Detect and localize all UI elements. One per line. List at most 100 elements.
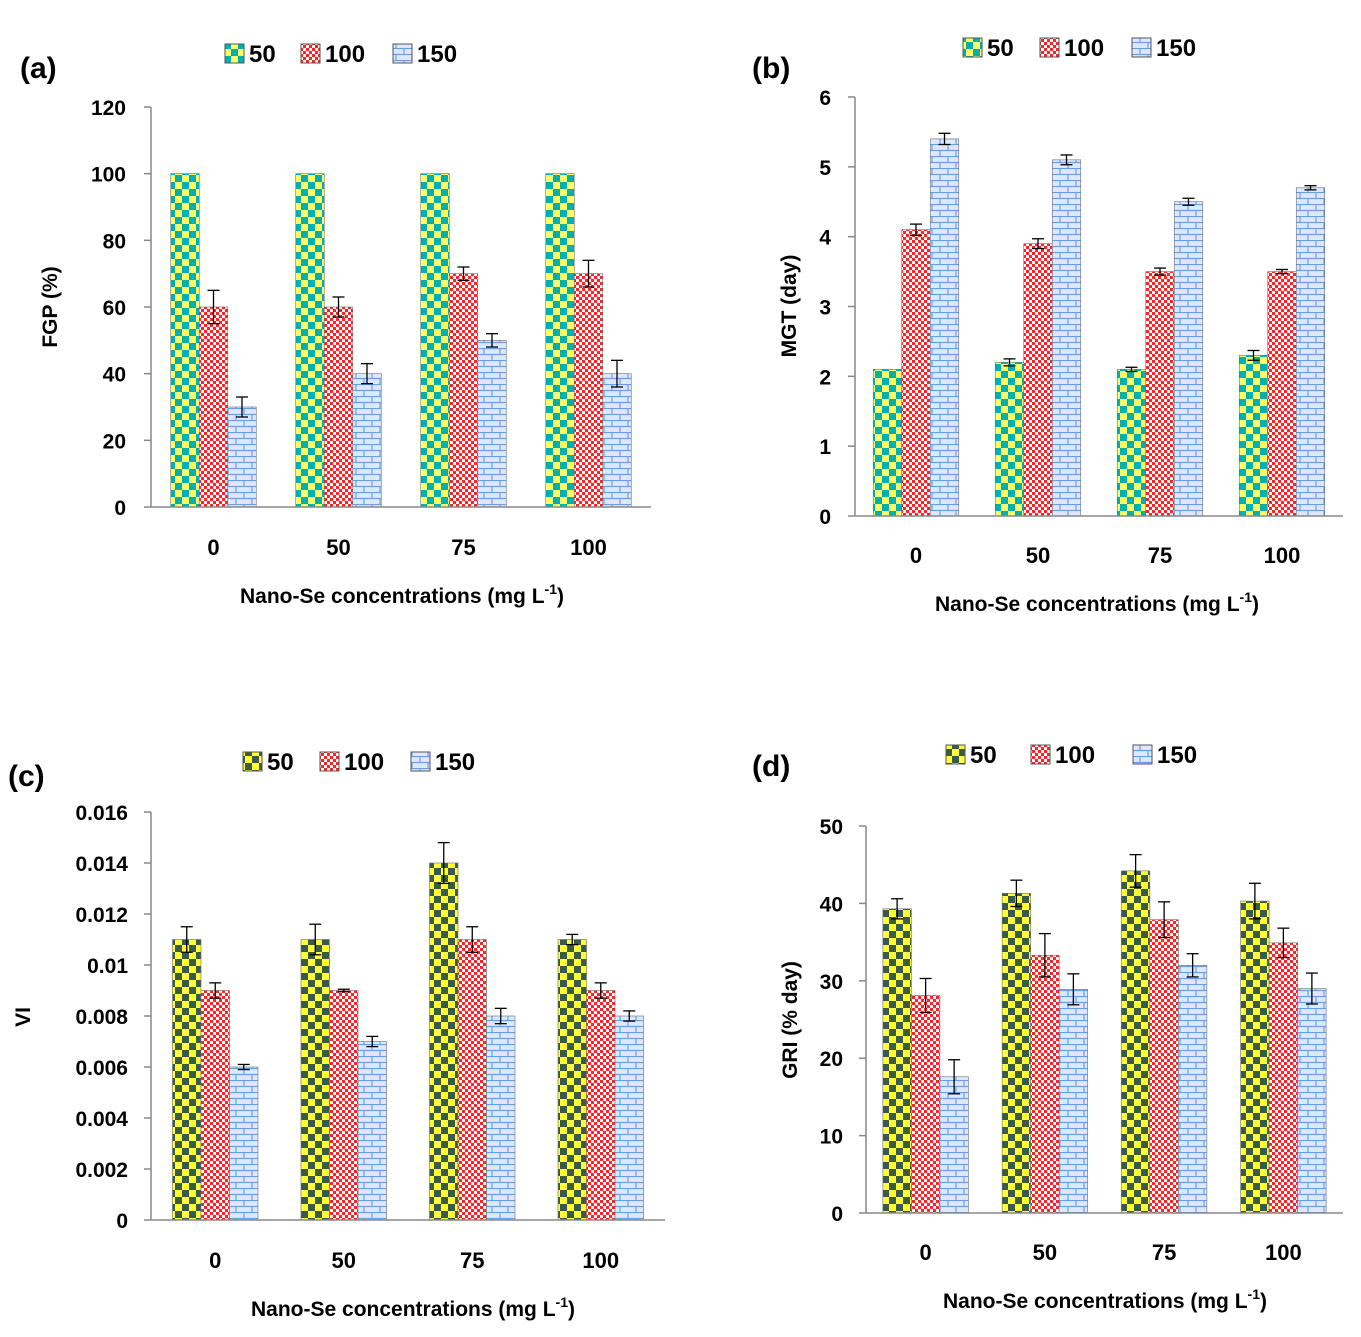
- x-axis-title-sup: -1: [556, 1294, 569, 1310]
- x-axis-title-sup: -1: [1248, 1286, 1261, 1302]
- legend-swatch-150: [1132, 744, 1153, 765]
- legend-label-50: 50: [267, 749, 294, 776]
- y-tick-label: 2: [819, 366, 831, 389]
- x-axis-title-sup: -1: [1240, 589, 1253, 605]
- category-label: 0: [910, 543, 922, 568]
- bar-50-cat-75: [1116, 369, 1147, 517]
- y-tick-label: 0.012: [75, 904, 128, 927]
- bar-50-cat-0: [882, 908, 912, 1214]
- x-axis-title-end: ): [557, 585, 564, 608]
- bar-100-cat-50: [323, 306, 354, 508]
- legend: 50 100 150: [242, 749, 475, 776]
- y-tick-label: 0: [114, 497, 126, 520]
- bar-100-cat-0: [198, 306, 229, 508]
- category-label: 100: [582, 1248, 619, 1273]
- bar-150-cat-75: [1173, 201, 1204, 517]
- legend-label-150: 150: [417, 41, 457, 68]
- bars: [872, 132, 1326, 517]
- bar-150-cat-0: [227, 406, 257, 508]
- bar-100-cat-100: [573, 273, 604, 508]
- bar-150-cat-50: [352, 373, 382, 508]
- category-label: 0: [920, 1240, 932, 1265]
- category-label: 75: [451, 535, 475, 560]
- bar-150-cat-100: [602, 373, 632, 508]
- axes: [144, 811, 665, 1221]
- bar-100-cat-50: [329, 990, 359, 1221]
- legend-label-100: 100: [1064, 35, 1104, 62]
- bar-50-cat-0: [872, 369, 903, 517]
- x-axis-title-text: Nano-Se concentrations (mg L: [935, 593, 1240, 616]
- y-tick-labels: 0 20 40 60 80 100 120: [91, 97, 126, 520]
- bar-150-cat-100: [1295, 187, 1326, 517]
- bar-150-cat-75: [486, 1015, 516, 1221]
- legend: 50 100 150: [945, 742, 1197, 769]
- y-axis-title: VI: [12, 1007, 35, 1027]
- bar-100-cat-0: [911, 995, 941, 1214]
- legend-label-50: 50: [249, 41, 276, 68]
- legend-swatch-100: [300, 43, 321, 64]
- y-tick-label: 0: [831, 1203, 843, 1226]
- panel-label: (b): [752, 52, 790, 85]
- y-tick-label: 120: [91, 97, 126, 120]
- category-labels: 0 50 75 100: [209, 1248, 619, 1273]
- y-axis-title: FGP (%): [39, 266, 62, 347]
- y-tick-label: 3: [819, 297, 831, 320]
- bar-100-cat-75: [448, 273, 479, 508]
- bar-150-cat-100: [1297, 988, 1327, 1214]
- y-tick-label: 20: [103, 430, 126, 453]
- bar-50-cat-100: [545, 173, 575, 508]
- bar-150-cat-75: [1178, 965, 1208, 1214]
- bars: [170, 173, 632, 508]
- bar-100-cat-0: [200, 990, 230, 1221]
- x-axis-title: Nano-Se concentrations (mg L-1): [943, 1286, 1267, 1313]
- legend-label-100: 100: [325, 41, 365, 68]
- category-labels: 0 50 75 100: [910, 543, 1300, 568]
- y-tick-label: 4: [819, 227, 831, 250]
- bar-150-cat-50: [1058, 989, 1088, 1214]
- x-axis-title-text: Nano-Se concentrations (mg L: [240, 585, 545, 608]
- legend-label-150: 150: [1157, 742, 1197, 769]
- legend-label-50: 50: [987, 35, 1014, 62]
- x-axis-title-end: ): [568, 1298, 575, 1321]
- category-label: 75: [460, 1248, 484, 1273]
- bar-150-cat-50: [1051, 159, 1082, 517]
- legend: 50 100 150: [962, 35, 1196, 62]
- y-tick-label: 0.01: [87, 955, 128, 978]
- y-tick-label: 20: [820, 1048, 843, 1071]
- panel-d: (d) 50 100 150 0 10 20 30 40 50 0 50 75 100 GRI …: [752, 742, 1343, 1313]
- legend-swatch-100: [319, 751, 340, 772]
- x-axis-title-text: Nano-Se concentrations (mg L: [943, 1290, 1248, 1313]
- y-tick-label: 60: [103, 297, 126, 320]
- bar-100-cat-50: [1023, 243, 1053, 517]
- bar-50-cat-50: [994, 362, 1025, 517]
- y-tick-label: 50: [820, 816, 843, 839]
- y-tick-label: 0: [116, 1210, 128, 1233]
- legend-swatch-50: [224, 43, 245, 64]
- y-tick-label: 0: [819, 506, 831, 529]
- category-label: 50: [1026, 543, 1050, 568]
- legend-swatch-50: [945, 744, 966, 765]
- y-tick-label: 0.016: [75, 802, 128, 825]
- legend-swatch-50: [962, 37, 983, 58]
- y-tick-label: 100: [91, 164, 126, 187]
- axes: [848, 96, 1343, 517]
- x-axis-title: Nano-Se concentrations (mg L-1): [935, 589, 1259, 616]
- category-label: 100: [1265, 1240, 1302, 1265]
- y-tick-label: 40: [103, 364, 126, 387]
- bar-50-cat-100: [1240, 900, 1270, 1214]
- category-label: 100: [1264, 543, 1301, 568]
- y-tick-labels: 0 10 20 30 40 50: [820, 816, 843, 1226]
- category-label: 50: [326, 535, 350, 560]
- y-axis-title: GRI (% day): [779, 961, 802, 1079]
- panel-b: (b) 50 100 150 0 1 2 3 4 5 6 0 50 75 100 MGT (day…: [752, 35, 1343, 616]
- bar-100-cat-0: [901, 229, 931, 517]
- legend-label-50: 50: [970, 742, 997, 769]
- bar-50-cat-100: [1238, 355, 1269, 517]
- y-tick-label: 0.014: [75, 853, 128, 876]
- category-label: 0: [207, 535, 219, 560]
- bar-150-cat-0: [929, 138, 960, 517]
- legend-swatch-150: [392, 43, 413, 64]
- y-tick-label: 40: [820, 893, 843, 916]
- panel-label: (a): [20, 52, 57, 85]
